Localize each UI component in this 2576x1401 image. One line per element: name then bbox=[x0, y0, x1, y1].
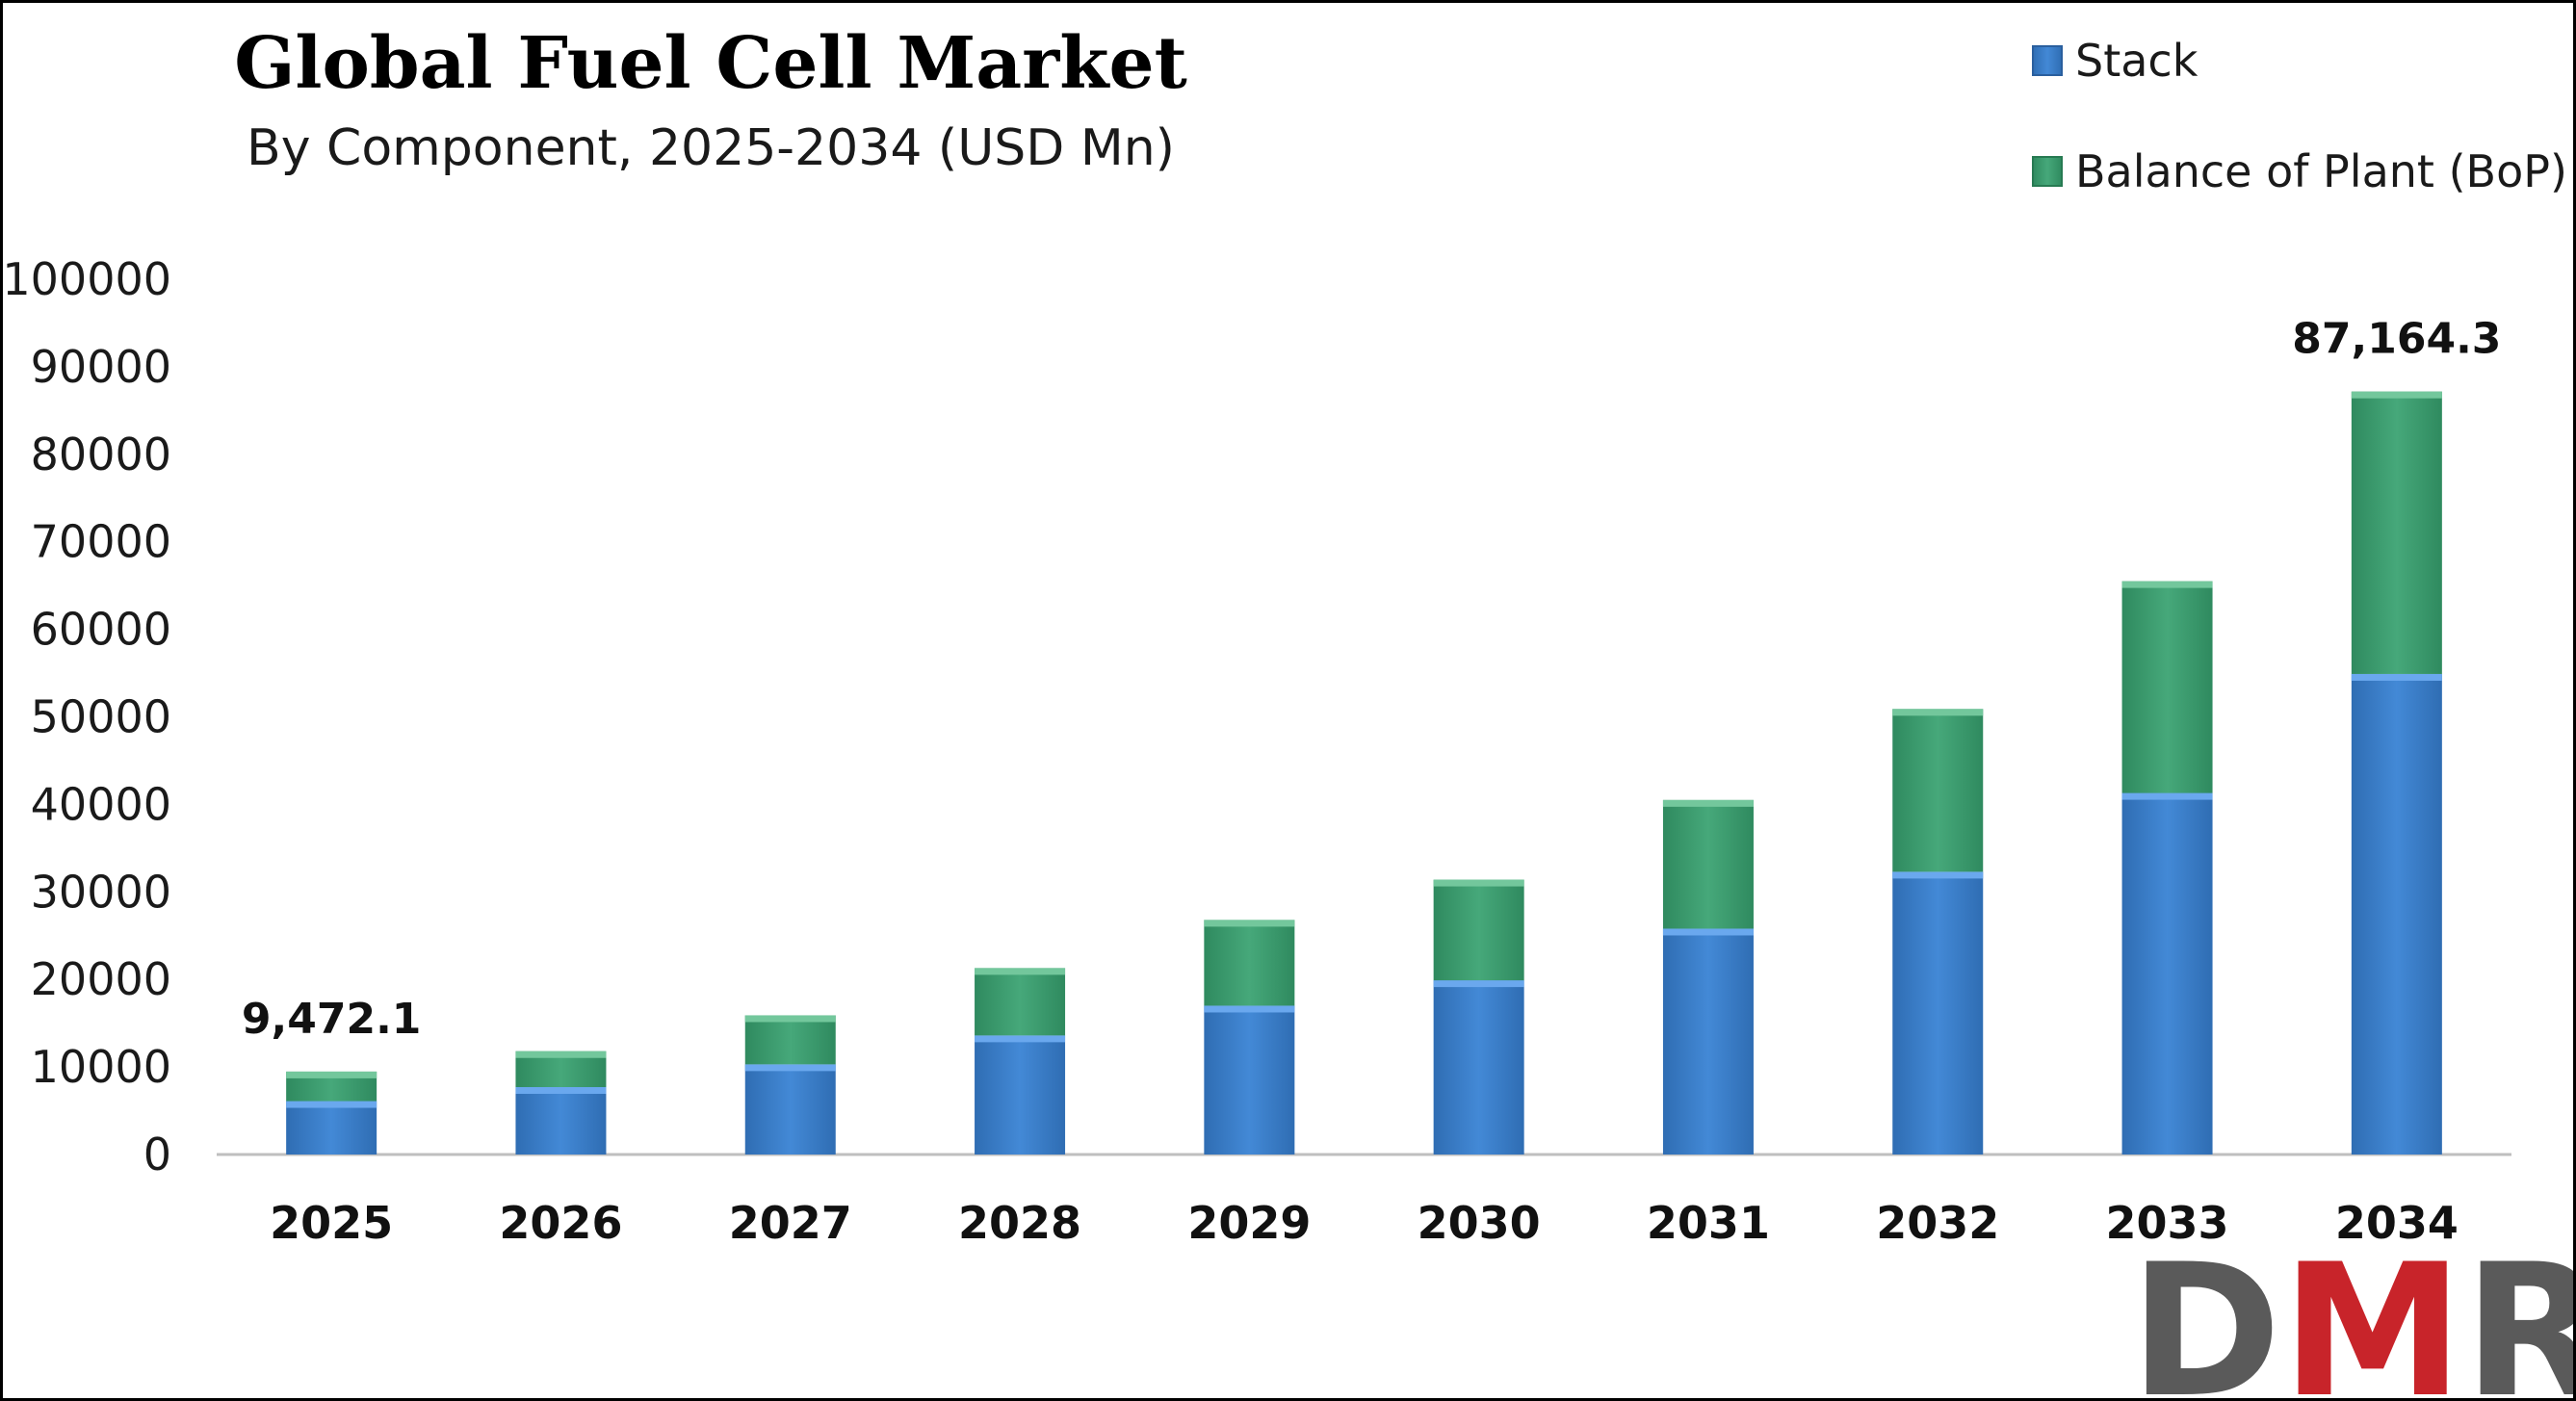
chart-subtitle: By Component, 2025-2034 (USD Mn) bbox=[247, 119, 1175, 177]
bar-segment-bop bbox=[1433, 879, 1524, 981]
x-tick-label: 2031 bbox=[1647, 1197, 1770, 1249]
bar-segment-stack bbox=[2121, 792, 2213, 1155]
bar-segment-stack bbox=[975, 1035, 1066, 1155]
bar-segment-stack bbox=[1892, 871, 1984, 1155]
dmr-logo-m: M bbox=[2281, 1225, 2463, 1398]
bar-segment-bop bbox=[1204, 920, 1295, 1006]
y-tick-label: 40000 bbox=[31, 778, 171, 830]
bars bbox=[286, 391, 2442, 1155]
y-tick-label: 90000 bbox=[31, 341, 171, 393]
legend-label-bop: Balance of Plant (BoP) bbox=[2075, 145, 2567, 197]
x-tick-label: 2025 bbox=[270, 1197, 393, 1249]
bar-segment-bop-bevel bbox=[1662, 799, 1754, 807]
legend: Stack Balance of Plant (BoP) bbox=[2032, 35, 2567, 197]
x-tick-label: 2034 bbox=[2335, 1197, 2459, 1249]
bar-segment-stack-bevel bbox=[975, 1035, 1066, 1043]
chart-canvas: Global Fuel Cell Market By Component, 20… bbox=[3, 22, 2573, 1398]
x-tick-label: 2030 bbox=[1418, 1197, 1541, 1249]
y-tick-label: 0 bbox=[143, 1129, 171, 1180]
bar-segment-stack-bevel bbox=[2121, 792, 2213, 800]
x-tick-label: 2026 bbox=[499, 1197, 622, 1249]
legend-label-stack: Stack bbox=[2075, 35, 2199, 87]
x-tick-label: 2027 bbox=[729, 1197, 852, 1249]
bar-segment-bop bbox=[744, 1015, 836, 1065]
chart-title: Global Fuel Cell Market bbox=[234, 22, 1187, 105]
bar-segment-stack bbox=[286, 1101, 377, 1155]
bar-segment-stack-bevel bbox=[1662, 928, 1754, 936]
y-tick-label: 10000 bbox=[31, 1041, 171, 1093]
legend-swatch-stack bbox=[2032, 45, 2063, 76]
y-tick-label: 30000 bbox=[31, 866, 171, 918]
y-axis: 0 10000 20000 30000 40000 50000 60000 70000 8000… bbox=[3, 253, 171, 1180]
data-label: 9,472.1 bbox=[242, 995, 422, 1044]
legend-swatch-bop bbox=[2032, 156, 2063, 187]
bar-segment-stack bbox=[1204, 1005, 1295, 1155]
bar-segment-stack-bevel bbox=[1204, 1005, 1295, 1013]
bar-segment-stack bbox=[1433, 980, 1524, 1155]
x-axis: 2025 2026 2027 2028 2029 2030 2031 2032 2033 2034 bbox=[270, 1197, 2459, 1249]
bar-segment-stack-bevel bbox=[1892, 871, 1984, 879]
bar-segment-stack-bevel bbox=[286, 1101, 377, 1108]
bar-segment-stack-bevel bbox=[744, 1064, 836, 1072]
y-tick-label: 60000 bbox=[31, 604, 171, 656]
bar-segment-bop bbox=[1892, 709, 1984, 872]
bar-segment-stack bbox=[744, 1064, 836, 1155]
bar-segment-bop-bevel bbox=[975, 968, 1066, 975]
y-tick-label: 100000 bbox=[3, 253, 171, 305]
bar-segment-stack-bevel bbox=[1433, 980, 1524, 988]
bar-segment-stack bbox=[1662, 928, 1754, 1155]
x-tick-label: 2033 bbox=[2106, 1197, 2229, 1249]
y-tick-label: 80000 bbox=[31, 428, 171, 480]
bar-segment-bop-bevel bbox=[1892, 709, 1984, 716]
y-tick-label: 70000 bbox=[31, 516, 171, 568]
dmr-logo-d: D bbox=[2129, 1225, 2281, 1398]
dmr-logo-text: DMR bbox=[2129, 1225, 2573, 1398]
bar-segment-bop bbox=[2351, 391, 2442, 674]
bar-segment-stack-bevel bbox=[2351, 673, 2442, 681]
dmr-logo-r: R bbox=[2463, 1225, 2573, 1398]
y-tick-label: 20000 bbox=[31, 953, 171, 1005]
bar-segment-stack bbox=[515, 1087, 607, 1155]
bar-segment-bop-bevel bbox=[2351, 391, 2442, 399]
bar-segment-bop-bevel bbox=[744, 1015, 836, 1023]
bar-segment-bop-bevel bbox=[515, 1051, 607, 1058]
bar-segment-stack-bevel bbox=[515, 1087, 607, 1095]
bar-segment-bop bbox=[2121, 581, 2213, 793]
x-tick-label: 2028 bbox=[958, 1197, 1081, 1249]
data-labels: 9,472.1 87,164.3 bbox=[242, 315, 2502, 1044]
bar-segment-bop-bevel bbox=[1204, 920, 1295, 927]
bar-segment-bop bbox=[975, 968, 1066, 1036]
y-tick-label: 50000 bbox=[31, 691, 171, 743]
bar-segment-bop bbox=[1662, 799, 1754, 929]
bar-segment-bop-bevel bbox=[2121, 581, 2213, 588]
bar-segment-bop-bevel bbox=[286, 1071, 377, 1078]
bar-segment-bop-bevel bbox=[1433, 879, 1524, 887]
data-label: 87,164.3 bbox=[2292, 315, 2501, 364]
bar-segment-stack bbox=[2351, 673, 2442, 1155]
dmr-logo: DMR bbox=[2129, 1225, 2573, 1398]
x-tick-label: 2032 bbox=[1876, 1197, 1999, 1249]
x-tick-label: 2029 bbox=[1187, 1197, 1311, 1249]
